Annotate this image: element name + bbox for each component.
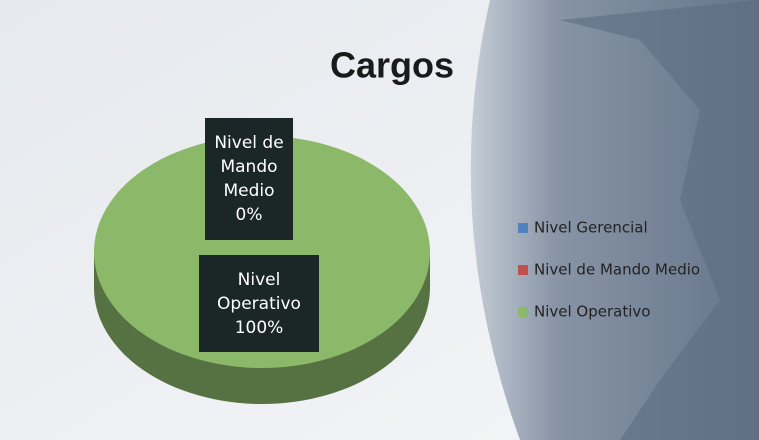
legend-label: Nivel Operativo (534, 303, 650, 321)
label-value: 100% (234, 317, 284, 338)
legend: Nivel Gerencial Nivel de Mando Medio Nivel… (518, 219, 700, 321)
slice (94, 136, 430, 368)
legend-swatch (518, 223, 528, 233)
label-category: Nivel de Mando Medio (214, 133, 284, 201)
map-background (470, 0, 759, 440)
label-value: 0% (235, 205, 263, 225)
legend-label: Nivel de Mando Medio (534, 261, 700, 279)
chart-title: Cargos (330, 45, 454, 86)
map-shape (560, 0, 759, 440)
data-label: Nivel Operativo 100% (199, 255, 319, 352)
data-label: Nivel de Mando Medio 0% (205, 118, 293, 240)
legend-swatch (518, 265, 528, 275)
label-category: Nivel Operativo (217, 269, 301, 314)
legend-label: Nivel Gerencial (534, 219, 648, 237)
legend-swatch (518, 307, 528, 317)
